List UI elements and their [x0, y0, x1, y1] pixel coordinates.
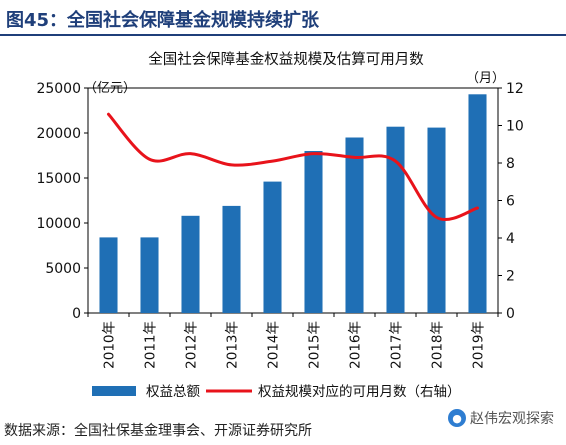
legend-line-label: 权益规模对应的可用月数（右轴）	[258, 383, 461, 400]
bar	[304, 151, 323, 313]
bar	[99, 237, 118, 313]
x-tick-label: 2013年	[225, 321, 241, 369]
left-tick-label: 25000	[36, 81, 81, 97]
left-tick-label: 20000	[36, 126, 81, 142]
right-tick-label: 4	[506, 231, 515, 247]
plot-area: 0 5000 10000 15000 20000 25000 0 2 4 6 8 10 12 2010年 2…	[36, 81, 523, 369]
bar	[263, 181, 282, 313]
right-tick-label: 8	[506, 156, 515, 172]
bar	[427, 127, 446, 313]
left-tick-label: 10000	[36, 216, 81, 232]
left-tick-label: 15000	[36, 171, 81, 187]
bar	[140, 237, 159, 313]
figure-title: 图45：全国社会保障基金规模持续扩张	[6, 10, 320, 31]
left-tick-label: 5000	[45, 261, 81, 277]
bar	[468, 94, 487, 313]
bar	[345, 137, 364, 313]
x-tick-label: 2011年	[143, 321, 159, 369]
x-tick-label: 2010年	[102, 321, 118, 369]
x-tick-label: 2017年	[389, 321, 405, 369]
months-line	[107, 112, 479, 221]
source-note: 数据来源：全国社保基金理事会、开源证券研究所	[4, 423, 312, 439]
x-tick-label: 2018年	[430, 321, 446, 369]
x-tick-label: 2016年	[348, 321, 364, 369]
legend-bar-swatch	[92, 386, 136, 396]
wechat-icon: ●	[448, 409, 466, 427]
x-tick-label: 2012年	[184, 321, 200, 369]
chart-title: 全国社会保障基金权益规模及估算可用月数	[148, 50, 424, 68]
bar	[386, 126, 405, 313]
legend-bar-label: 权益总额	[146, 383, 200, 400]
x-tick-label: 2019年	[471, 321, 487, 369]
right-tick-label: 6	[506, 194, 515, 210]
legend: 权益总额 权益规模对应的可用月数（右轴）	[92, 383, 461, 400]
watermark: ● 赵伟宏观探索	[444, 406, 558, 430]
right-tick-label: 0	[506, 306, 515, 322]
right-tick-label: 10	[506, 119, 524, 135]
right-tick-label: 12	[506, 81, 524, 97]
x-tick-label: 2015年	[307, 321, 323, 369]
left-tick-label: 0	[72, 306, 81, 322]
x-tick-label: 2014年	[266, 321, 282, 369]
watermark-text: 赵伟宏观探索	[470, 411, 554, 427]
figure-header: 图45：全国社会保障基金规模持续扩张	[0, 0, 566, 38]
bar	[181, 215, 200, 313]
header-divider	[0, 34, 566, 36]
bar	[222, 205, 241, 313]
right-tick-label: 2	[506, 269, 515, 285]
right-axis-unit: （月）	[466, 71, 505, 86]
